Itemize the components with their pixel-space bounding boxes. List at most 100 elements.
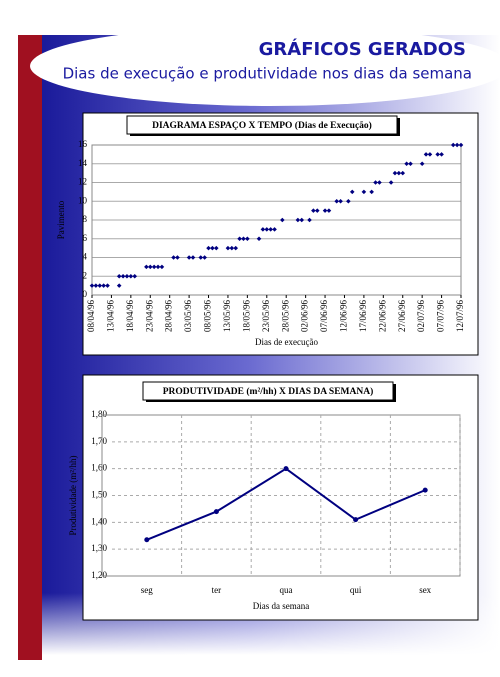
point — [435, 152, 440, 157]
point — [400, 170, 406, 176]
x-tick-label: seg — [141, 585, 153, 595]
point — [120, 273, 126, 279]
point — [144, 537, 150, 543]
point — [186, 255, 192, 260]
point — [419, 161, 425, 167]
header-ellipse — [30, 26, 500, 106]
point — [210, 245, 215, 251]
y-tick-label: 1,20 — [91, 570, 107, 580]
y-tick-label: 1,40 — [91, 516, 107, 526]
point — [237, 236, 242, 242]
point — [159, 264, 165, 270]
point — [353, 517, 359, 523]
y-axis-label: Pavimento — [56, 200, 66, 239]
point — [377, 180, 382, 185]
x-tick-label: 13/05/96 — [222, 300, 232, 333]
y-tick-label: 1,30 — [91, 543, 107, 553]
point — [392, 170, 398, 176]
point — [151, 264, 157, 270]
x-tick-label: 07/07/96 — [436, 300, 446, 333]
chart-title: PRODUTIVIDADE (m²/hh) X DIAS DA SEMANA) — [163, 386, 374, 397]
point — [280, 217, 285, 223]
plot-frame — [91, 144, 462, 296]
point — [450, 142, 456, 148]
x-tick-label: 07/06/96 — [319, 300, 329, 333]
point — [326, 208, 332, 213]
x-tick-label: 02/07/96 — [416, 300, 426, 333]
point — [458, 142, 464, 148]
point — [322, 208, 328, 213]
point — [423, 152, 429, 157]
y-tick-label: 0 — [83, 289, 88, 299]
y-tick-label: 1,80 — [91, 409, 107, 419]
x-tick-label: 02/06/96 — [300, 300, 310, 333]
y-tick-label: 6 — [83, 233, 88, 243]
y-tick-label: 16 — [78, 139, 88, 149]
point — [454, 142, 460, 148]
point — [213, 509, 219, 515]
point — [349, 189, 355, 195]
chart-title: DIAGRAMA ESPAÇO X TEMPO (Dias de Execuçã… — [152, 120, 372, 131]
y-tick-label: 14 — [78, 158, 88, 168]
point — [346, 198, 351, 204]
title-box — [142, 381, 394, 401]
y-tick-label: 1,60 — [91, 463, 107, 473]
point — [116, 283, 122, 288]
point — [388, 180, 394, 185]
point — [369, 189, 374, 195]
point — [147, 264, 153, 270]
point — [404, 161, 409, 167]
point — [202, 255, 207, 260]
x-tick-label: 17/06/96 — [358, 300, 368, 333]
point — [272, 227, 277, 232]
point — [334, 198, 340, 204]
point — [408, 161, 413, 167]
point — [128, 273, 134, 279]
y-tick-label: 12 — [78, 177, 87, 187]
point — [373, 180, 378, 185]
point — [105, 283, 110, 288]
y-tick-label: 8 — [83, 214, 88, 224]
point — [311, 208, 316, 213]
x-tick-label: 23/05/96 — [261, 300, 271, 333]
point — [213, 245, 219, 251]
x-tick-label: 12/07/96 — [455, 300, 465, 333]
point — [124, 273, 130, 279]
point — [171, 255, 176, 260]
x-tick-label: sex — [419, 585, 431, 595]
x-tick-label: 27/06/96 — [397, 300, 407, 333]
point — [422, 487, 428, 493]
point — [97, 283, 103, 288]
point — [361, 189, 367, 195]
point — [268, 227, 273, 232]
point — [175, 255, 180, 260]
chart-box — [82, 112, 479, 356]
point — [101, 283, 106, 288]
point — [116, 273, 122, 279]
x-tick-label: ter — [212, 585, 222, 595]
point — [225, 245, 231, 251]
title-box — [126, 115, 398, 135]
point — [338, 198, 343, 204]
point — [93, 283, 99, 288]
header-subtitle: Dias de execução e produtividade nos dia… — [63, 65, 472, 83]
y-tick-label: 1,50 — [91, 490, 107, 500]
point — [314, 208, 320, 213]
x-tick-label: 12/06/96 — [339, 300, 349, 333]
x-tick-label: 18/04/96 — [125, 300, 135, 333]
point — [229, 245, 235, 251]
red-band — [18, 35, 42, 660]
x-tick-label: 03/05/96 — [183, 300, 193, 333]
point — [190, 255, 196, 260]
point — [245, 236, 250, 242]
point — [89, 283, 95, 288]
chart-box — [82, 374, 479, 621]
x-tick-label: 28/05/96 — [280, 300, 290, 333]
point — [439, 152, 444, 157]
point — [198, 255, 204, 260]
header-title: GRÁFICOS GERADOS — [259, 38, 466, 60]
point — [233, 245, 239, 251]
x-tick-label: 13/04/96 — [105, 300, 115, 333]
y-axis-label: Produtividade (m²/hh) — [68, 456, 78, 536]
